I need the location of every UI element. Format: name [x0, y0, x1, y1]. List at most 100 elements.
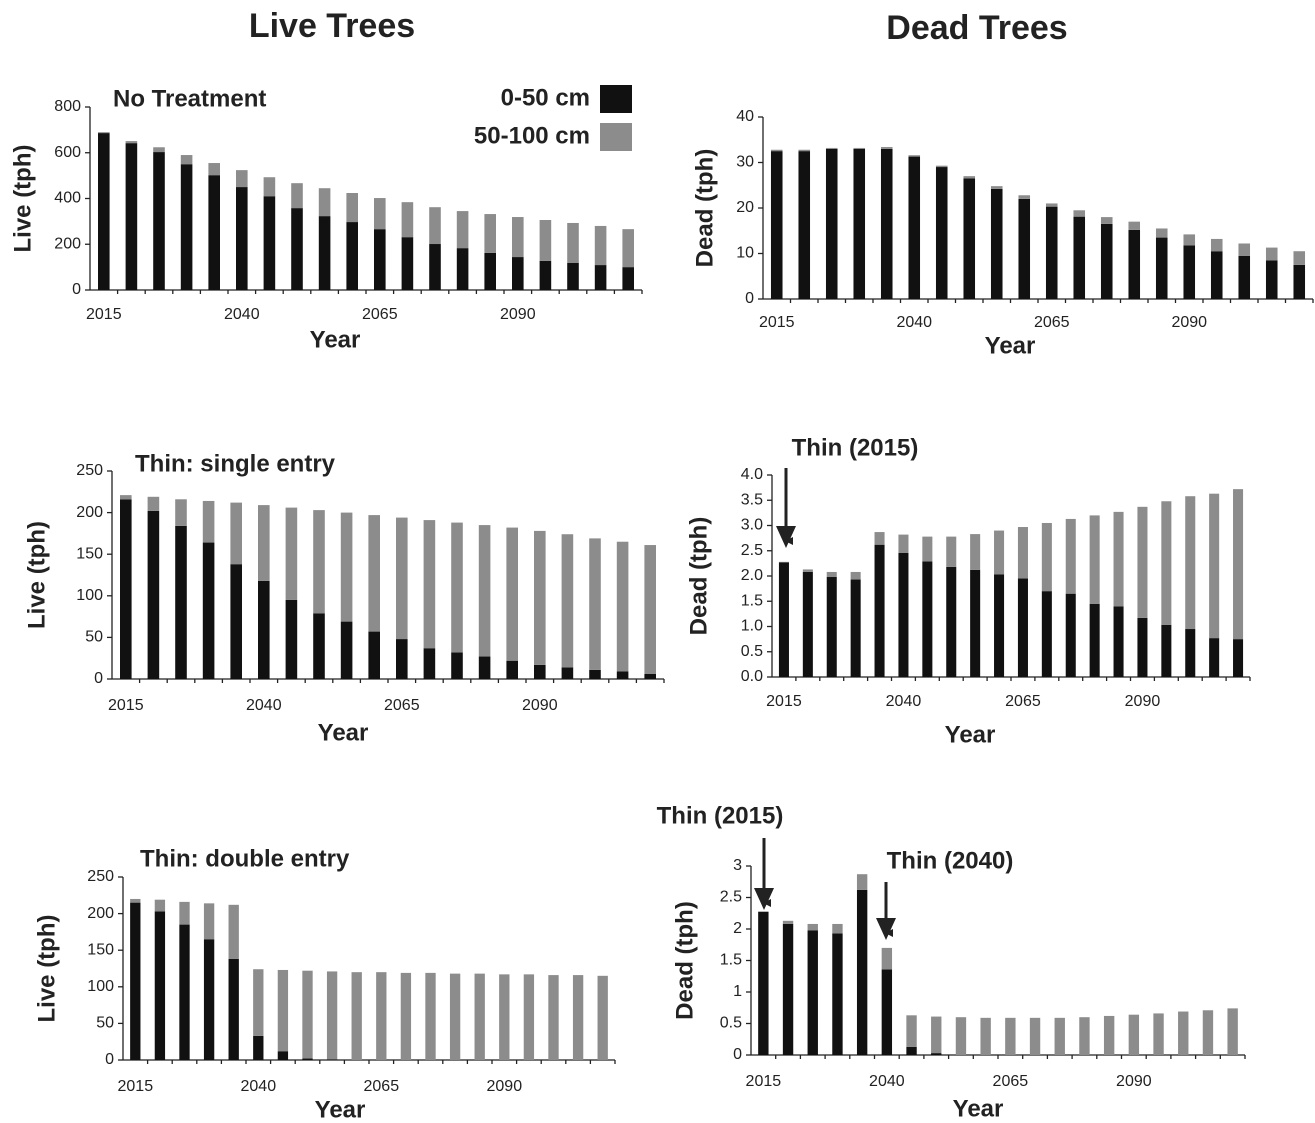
bar-segment	[798, 151, 811, 299]
bar-segment	[1137, 506, 1148, 618]
bar-segment	[346, 193, 358, 223]
bar-segment	[594, 225, 607, 266]
y-tick-label: 200	[76, 504, 103, 521]
bar-segment	[1017, 578, 1028, 677]
bar-segment	[478, 525, 491, 657]
legend-label: 50-100 cm	[474, 122, 590, 149]
bar-segment	[850, 571, 861, 580]
bar-segment	[326, 971, 338, 1060]
bar-segment	[980, 1017, 991, 1055]
bar-segment	[881, 969, 893, 1055]
bar-segment	[451, 652, 463, 679]
bar-segment	[853, 148, 866, 299]
y-tick-label: 1	[733, 983, 742, 1000]
x-axis-label: Year	[953, 1095, 1004, 1122]
x-tick-label: 2040	[896, 314, 932, 331]
bar-segment	[539, 260, 552, 290]
y-axis-label: Live (tph)	[33, 915, 60, 1023]
bar-segment	[1018, 195, 1031, 199]
bar-segment	[1073, 210, 1086, 217]
bar-segment	[258, 580, 270, 679]
bar-segment	[1155, 228, 1168, 238]
bar-segment	[374, 198, 386, 230]
bar-segment	[125, 141, 138, 144]
y-tick-label: 0	[72, 281, 81, 298]
bar-segment	[1183, 234, 1196, 246]
y-tick-label: 2.0	[741, 567, 763, 584]
x-tick-label: 2040	[869, 1073, 905, 1090]
bar-segment	[120, 499, 132, 679]
bar-segment	[946, 566, 957, 677]
arrow-head	[876, 918, 896, 940]
y-tick-label: 3	[733, 857, 742, 874]
x-tick-label: 2090	[1125, 693, 1161, 710]
annotation: Thin (2015)	[657, 802, 784, 829]
bar-segment	[807, 923, 818, 931]
annotation: Thin (2040)	[887, 847, 1014, 874]
bar-segment	[963, 176, 976, 179]
bar-segment	[970, 569, 981, 677]
bar-segment	[302, 970, 313, 1059]
x-tick-label: 2015	[766, 693, 802, 710]
legend-swatch	[600, 85, 632, 113]
bar-segment	[548, 975, 559, 1060]
x-tick-label: 2090	[1116, 1073, 1152, 1090]
bar-segment	[931, 1053, 942, 1055]
bar-segment	[396, 517, 408, 640]
y-tick-label: 1.5	[720, 952, 742, 969]
bar-segment	[874, 532, 885, 545]
column-title: Dead Trees	[886, 9, 1067, 47]
bar-segment	[1238, 255, 1251, 299]
bar-segment	[98, 133, 110, 290]
y-tick-label: 400	[54, 190, 81, 207]
y-axis-label: Live (tph)	[23, 521, 50, 629]
bar-segment	[208, 163, 220, 176]
x-tick-label: 2040	[246, 697, 282, 714]
bar-segment	[853, 147, 866, 149]
y-tick-label: 0.5	[741, 643, 763, 660]
bar-segment	[154, 911, 166, 1060]
legend-label: 0-50 cm	[501, 84, 590, 111]
bar-segment	[368, 515, 380, 632]
bar-segment	[313, 510, 325, 614]
bar-segment	[236, 170, 248, 188]
bar-segment	[451, 522, 463, 653]
bar-segment	[935, 165, 948, 168]
panel: 0.0 0.5 1.0 1.5 2.0 2.5 3.0 3.5 4.0 2015 2040 2065 2…	[685, 434, 1251, 748]
bar-segment	[798, 149, 811, 152]
bar-segment	[147, 496, 160, 511]
bar-segment	[1073, 216, 1086, 299]
bar-segment	[202, 500, 215, 543]
bar-segment	[589, 669, 601, 679]
bar-segment	[179, 901, 190, 925]
bar-segment	[1202, 1010, 1214, 1055]
y-axis-label: Dead (tph)	[691, 149, 718, 268]
bar-segment	[946, 536, 957, 567]
bar-segment	[506, 660, 518, 679]
x-axis-label: Year	[945, 721, 996, 748]
bar-segment	[1018, 198, 1031, 299]
bar-segment	[1293, 264, 1306, 299]
y-tick-label: 40	[736, 108, 754, 125]
bar-segment	[512, 217, 524, 258]
bar-segment	[313, 613, 325, 679]
bar-segment	[825, 147, 838, 149]
x-tick-label: 2015	[108, 697, 144, 714]
bar-segment	[1054, 1017, 1065, 1055]
bar-segment	[880, 147, 893, 149]
y-tick-label: 30	[736, 154, 754, 171]
bar-segment	[534, 530, 546, 665]
bar-segment	[203, 903, 215, 940]
x-tick-label: 2040	[224, 306, 260, 323]
bar-segment	[644, 674, 656, 679]
y-tick-label: 3.0	[741, 517, 763, 534]
bar-segment	[1017, 527, 1028, 579]
bar-segment	[98, 132, 110, 134]
panel-title: Thin: double entry	[140, 845, 350, 872]
bar-segment	[1113, 606, 1124, 677]
bar-segment	[512, 257, 524, 290]
bar-segment	[955, 1017, 967, 1055]
bar-segment	[478, 656, 491, 679]
bar-segment	[534, 664, 546, 679]
y-tick-label: 3.5	[741, 491, 763, 508]
